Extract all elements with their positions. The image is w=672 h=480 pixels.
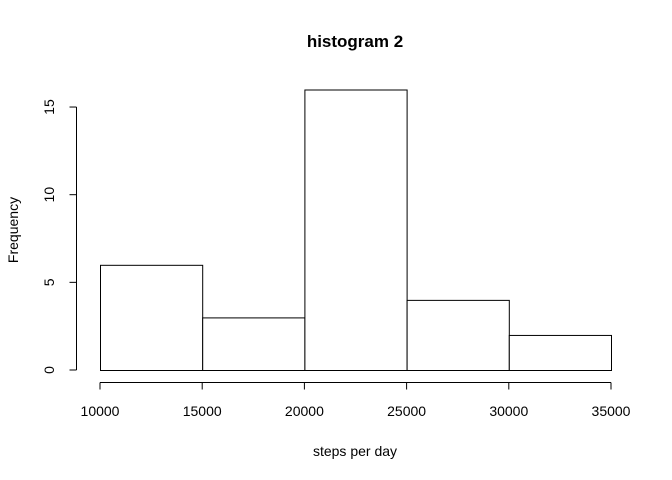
chart-title: histogram 2 — [307, 32, 403, 51]
x-tick-label: 10000 — [81, 403, 120, 419]
x-tick-label: 30000 — [489, 403, 528, 419]
x-tick-label: 15000 — [183, 403, 222, 419]
histogram-bar — [202, 317, 306, 371]
x-axis: 10000 15000 20000 25000 30000 35000 — [81, 382, 631, 419]
y-tick-label: 15 — [41, 99, 57, 115]
x-tick-label: 35000 — [592, 403, 631, 419]
y-axis: 0 5 10 15 — [41, 99, 77, 374]
x-axis-label: steps per day — [313, 443, 397, 459]
x-tick-label: 20000 — [285, 403, 324, 419]
histogram-bar — [406, 299, 510, 371]
histogram-bar — [304, 89, 408, 371]
y-tick-label: 10 — [41, 187, 57, 203]
histogram-bar — [100, 264, 204, 371]
bars-group — [100, 89, 612, 371]
y-axis-label: Frequency — [5, 197, 21, 263]
y-tick-label: 0 — [41, 366, 57, 374]
histogram-bar — [508, 334, 612, 371]
y-tick-label: 5 — [41, 278, 57, 286]
x-tick-label: 25000 — [387, 403, 426, 419]
